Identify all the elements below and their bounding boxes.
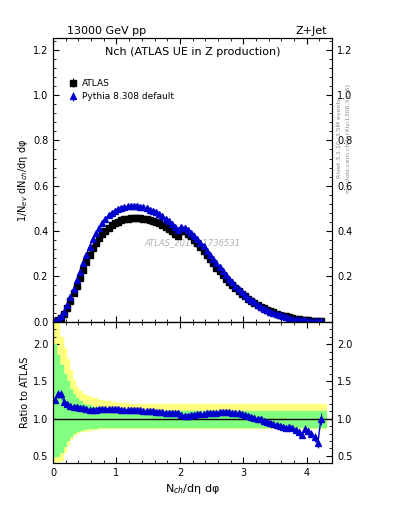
Text: 13000 GeV pp: 13000 GeV pp	[67, 26, 146, 36]
Text: Rivet 3.1.10, 3.5M events: Rivet 3.1.10, 3.5M events	[337, 98, 342, 178]
X-axis label: N$_{ch}$/dη dφ: N$_{ch}$/dη dφ	[165, 482, 220, 497]
Text: mcplots.cern.ch [arXiv:1306.3436]: mcplots.cern.ch [arXiv:1306.3436]	[346, 84, 351, 193]
Y-axis label: Ratio to ATLAS: Ratio to ATLAS	[20, 357, 30, 428]
Legend: ATLAS, Pythia 8.308 default: ATLAS, Pythia 8.308 default	[66, 77, 176, 103]
Text: Z+Jet: Z+Jet	[295, 26, 327, 36]
Y-axis label: 1/N$_{ev}$ dN$_{ch}$/dη dφ: 1/N$_{ev}$ dN$_{ch}$/dη dφ	[16, 138, 30, 222]
Text: ATLAS_2019_I1736531: ATLAS_2019_I1736531	[145, 238, 241, 247]
Text: Nch (ATLAS UE in Z production): Nch (ATLAS UE in Z production)	[105, 47, 280, 57]
